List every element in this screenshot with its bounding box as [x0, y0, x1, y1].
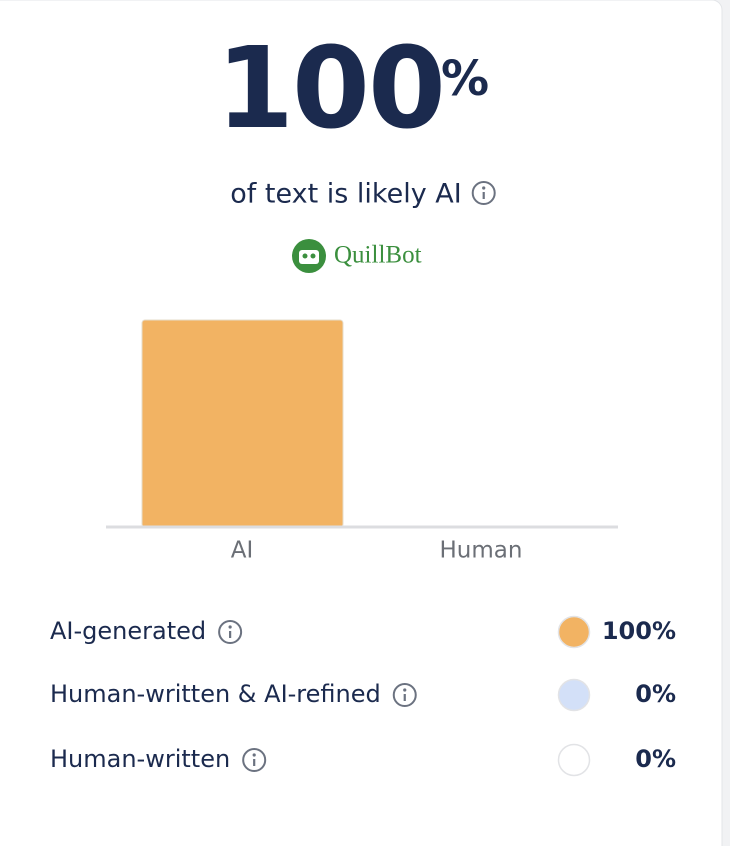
x-tick-label: Human — [440, 538, 523, 564]
breakdown-value: 0% — [635, 680, 676, 708]
breakdown-value: 100% — [602, 617, 676, 645]
score-unit: % — [441, 51, 489, 107]
info-dot — [403, 688, 407, 692]
info-dot — [252, 753, 256, 757]
info-circle — [242, 748, 267, 772]
breakdown-label: Human-written & AI-refined — [50, 680, 381, 708]
info-icon — [392, 683, 417, 707]
breakdown-value: 0% — [635, 745, 676, 773]
breakdown-swatch — [557, 743, 591, 777]
bar — [141, 319, 344, 528]
info-icon — [218, 620, 243, 644]
subtitle: of text is likely AI — [230, 179, 461, 210]
bar-chart: AI Human — [106, 319, 618, 564]
breakdown-label: AI-generated — [50, 617, 206, 645]
info-dot — [482, 186, 486, 190]
breakdown-row: AI-generated 100% — [50, 615, 676, 649]
brand-logo: QuillBot — [292, 239, 422, 273]
info-icon — [471, 181, 496, 205]
breakdown-row: Human-written & AI-refined 0% — [50, 678, 676, 712]
breakdown-swatch — [557, 678, 591, 712]
score: 100 — [216, 24, 444, 154]
info-dot — [228, 625, 232, 629]
info-icon — [242, 748, 267, 772]
x-tick-label: AI — [231, 538, 254, 564]
breakdown-label: Human-written — [50, 745, 230, 773]
brand-name: QuillBot — [334, 242, 422, 269]
breakdown-swatch — [557, 615, 591, 649]
info-circle — [218, 620, 243, 644]
breakdown: AI-generated 100% Human-written & AI-refin… — [50, 615, 676, 777]
info-circle — [392, 683, 417, 707]
breakdown-row: Human-written 0% — [50, 743, 676, 777]
info-circle — [471, 181, 496, 205]
